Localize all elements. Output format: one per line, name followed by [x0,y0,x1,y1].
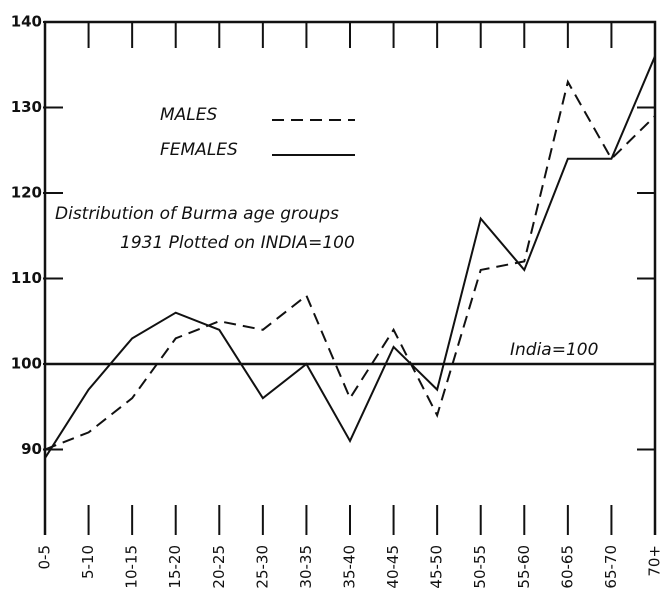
y-tick-label: 90 [21,440,42,458]
legend-label: MALES [160,105,218,125]
y-tick-label: 110 [11,269,42,287]
x-tick-label: 25-30 [253,545,271,589]
legend-label: FEMALES [160,140,238,160]
y-tick-label: 120 [11,184,42,202]
x-tick-label: 5-10 [79,545,97,579]
y-tick-label: 130 [11,98,42,116]
x-tick-label: 45-50 [428,545,446,589]
chart-subtitle: 1931 Plotted on INDIA=100 [120,233,355,253]
x-tick-label: 0-5 [36,545,54,570]
y-tick-label: 100 [11,355,42,373]
x-tick-label: 35-40 [341,545,359,589]
x-tick-label: 65-70 [602,545,620,589]
x-tick-label: 15-20 [166,545,184,589]
series-line [44,55,656,459]
x-tick-label: 10-15 [123,545,141,589]
x-tick-label: 50-55 [471,545,489,589]
x-tick-label: 40-45 [384,545,402,589]
y-tick-label: 140 [11,13,42,31]
x-tick-label: 30-35 [297,545,315,589]
x-tick-label: 70+ [646,545,664,577]
series-line [44,79,656,451]
x-tick-label: 20-25 [210,545,228,589]
reference-label: India=100 [510,340,598,360]
x-tick-label: 60-65 [558,545,576,589]
chart-title: Distribution of Burma age groups [55,204,339,224]
x-tick-label: 55-60 [515,545,533,589]
